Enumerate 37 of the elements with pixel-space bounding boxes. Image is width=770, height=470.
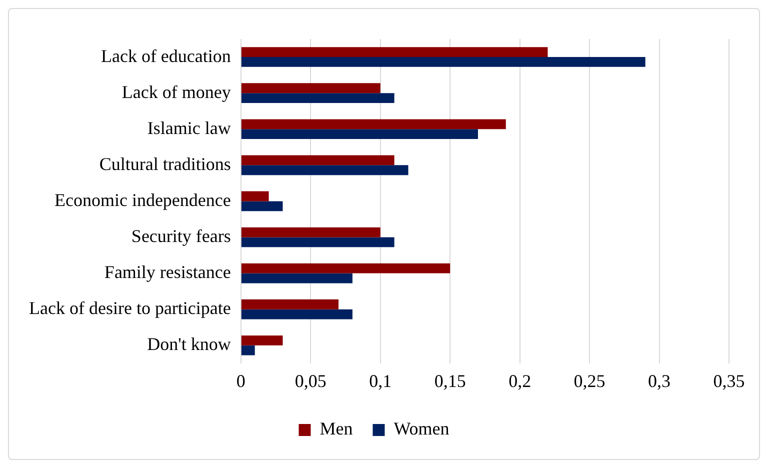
bar (241, 191, 269, 202)
y-tick-label: Lack of education (100, 46, 231, 66)
bar (241, 129, 478, 140)
y-tick-label: Economic independence (54, 190, 231, 210)
bar (241, 57, 646, 67)
bar (241, 93, 394, 103)
bar (241, 47, 548, 58)
bar (241, 119, 506, 130)
y-tick-label: Cultural traditions (99, 154, 231, 174)
bar (241, 299, 339, 310)
y-tick-label: Family resistance (104, 262, 231, 282)
bar (241, 263, 450, 274)
y-tick-label: Lack of desire to participate (28, 298, 231, 318)
bar (241, 83, 380, 94)
x-tick-label: 0,05 (294, 370, 326, 391)
x-tick-label: 0,15 (434, 370, 466, 391)
x-tick-label: 0,3 (648, 370, 671, 391)
y-tick-label: Don't know (147, 334, 231, 354)
legend-label: Men (320, 418, 353, 439)
bar (241, 335, 283, 346)
bar (241, 201, 283, 212)
bar (241, 227, 380, 238)
x-tick-label: 0 (236, 370, 246, 391)
x-tick-label: 0,2 (508, 370, 532, 391)
legend-label: Women (394, 418, 450, 439)
bar (241, 165, 408, 176)
y-tick-label: Security fears (131, 226, 231, 246)
bar (241, 273, 352, 284)
x-tick-label: 0,35 (713, 370, 745, 391)
x-tick-label: 0,25 (574, 370, 606, 391)
bar (241, 237, 394, 248)
bar (241, 155, 394, 166)
bar (241, 309, 352, 320)
bar (241, 345, 255, 356)
x-tick-label: 0,1 (369, 370, 392, 391)
y-tick-label: Islamic law (147, 118, 231, 138)
y-tick-label: Lack of money (122, 82, 231, 102)
